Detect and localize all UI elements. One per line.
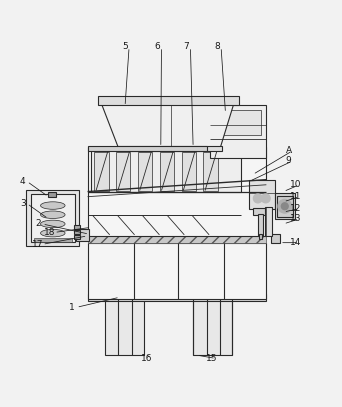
Ellipse shape [41, 211, 65, 219]
Text: 5: 5 [122, 42, 128, 51]
Bar [210, 105, 266, 158]
Text: 14: 14 [290, 238, 301, 247]
Bar [74, 230, 80, 234]
Bar [74, 235, 80, 239]
Bar [105, 299, 144, 355]
Text: 13: 13 [290, 214, 301, 223]
Text: A: A [286, 146, 292, 155]
Bar [88, 294, 266, 301]
Bar [116, 152, 130, 190]
Text: 15: 15 [206, 354, 218, 363]
Text: 12: 12 [290, 204, 301, 213]
Bar [88, 243, 266, 299]
Text: 8: 8 [214, 42, 220, 51]
Text: 18: 18 [44, 228, 56, 237]
Text: 4: 4 [20, 177, 26, 186]
Bar [259, 234, 262, 239]
Bar [213, 110, 261, 136]
Bar [272, 234, 280, 243]
Text: 3: 3 [20, 199, 26, 208]
Bar [117, 146, 222, 151]
Ellipse shape [41, 220, 65, 228]
Bar [182, 152, 196, 190]
Circle shape [278, 199, 292, 213]
Circle shape [261, 194, 270, 203]
Bar [258, 214, 263, 236]
Ellipse shape [41, 202, 65, 209]
Polygon shape [101, 103, 234, 147]
Text: 6: 6 [155, 42, 160, 51]
Bar [31, 194, 75, 242]
Bar [98, 96, 239, 105]
Bar [253, 208, 272, 215]
Text: 1: 1 [69, 303, 75, 312]
Circle shape [253, 194, 262, 203]
Text: 16: 16 [141, 354, 153, 363]
Bar [265, 207, 272, 236]
Bar [88, 146, 207, 151]
Bar [88, 147, 266, 236]
Text: 9: 9 [286, 156, 291, 165]
Ellipse shape [41, 230, 65, 237]
Circle shape [281, 203, 288, 210]
Bar [94, 152, 109, 190]
Text: 17: 17 [32, 240, 44, 249]
Bar [138, 152, 152, 190]
Bar [26, 190, 79, 246]
Bar [193, 299, 232, 355]
Bar [48, 192, 56, 197]
Bar [249, 179, 275, 209]
Text: 7: 7 [183, 42, 189, 51]
Bar [275, 193, 295, 219]
Text: 11: 11 [290, 192, 301, 201]
Text: 2: 2 [35, 219, 41, 228]
Text: 10: 10 [290, 180, 301, 189]
Bar [74, 225, 80, 229]
Bar [76, 229, 89, 241]
Bar [88, 236, 266, 243]
Bar [34, 238, 71, 242]
Bar [91, 149, 241, 192]
Bar [160, 152, 174, 190]
Bar [203, 152, 218, 190]
Bar [277, 196, 293, 217]
